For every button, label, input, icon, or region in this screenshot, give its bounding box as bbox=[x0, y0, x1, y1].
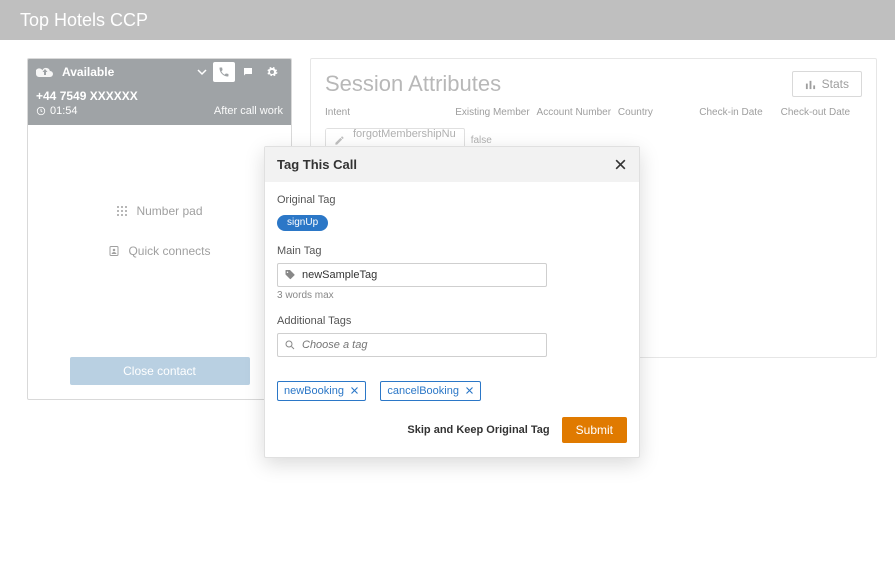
quick-connects-button[interactable]: Quick connects bbox=[38, 235, 281, 267]
close-contact-button[interactable]: Close contact bbox=[70, 357, 250, 385]
ccp-panel: Available +44 7549 XXXXXX bbox=[27, 58, 292, 400]
ccp-status-bar: Available bbox=[28, 59, 291, 85]
main-tag-section: Main Tag newSampleTag 3 words max bbox=[277, 245, 627, 301]
main-tag-label: Main Tag bbox=[277, 245, 627, 257]
attributes-header: Intent Existing Member Account Number Co… bbox=[325, 103, 862, 128]
app-title: Top Hotels CCP bbox=[20, 10, 148, 31]
col-checkout: Check-out Date bbox=[781, 107, 862, 118]
col-account-number: Account Number bbox=[537, 107, 618, 118]
tag-call-modal: Tag This Call Original Tag signUp Main T… bbox=[264, 146, 640, 458]
tag-chip[interactable]: cancelBooking bbox=[380, 381, 481, 401]
additional-tags-field[interactable] bbox=[302, 339, 540, 351]
col-existing-member: Existing Member bbox=[455, 107, 536, 118]
clock-icon bbox=[36, 106, 46, 116]
skip-button[interactable]: Skip and Keep Original Tag bbox=[407, 424, 549, 436]
session-title: Session Attributes bbox=[325, 71, 501, 97]
ccp-call-info: +44 7549 XXXXXX 01:54 After call work bbox=[28, 85, 291, 125]
call-state: After call work bbox=[214, 105, 283, 117]
chip-label: newBooking bbox=[284, 385, 344, 397]
tag-icon bbox=[284, 269, 296, 281]
main-tag-helper: 3 words max bbox=[277, 290, 627, 301]
stats-button[interactable]: Stats bbox=[792, 71, 862, 97]
caller-phone: +44 7549 XXXXXX bbox=[36, 89, 138, 103]
main-tag-value: newSampleTag bbox=[302, 269, 377, 281]
original-tag-section: Original Tag signUp bbox=[277, 194, 627, 231]
modal-footer: Skip and Keep Original Tag Submit bbox=[277, 417, 627, 443]
number-pad-label: Number pad bbox=[136, 204, 202, 218]
quick-connects-label: Quick connects bbox=[128, 244, 210, 258]
dialpad-icon bbox=[116, 205, 128, 217]
original-tag-pill: signUp bbox=[277, 215, 328, 231]
number-pad-button[interactable]: Number pad bbox=[38, 195, 281, 227]
col-country: Country bbox=[618, 107, 699, 118]
phone-icon[interactable] bbox=[213, 62, 235, 82]
gear-icon[interactable] bbox=[261, 62, 283, 82]
search-icon bbox=[284, 339, 296, 351]
tag-chip[interactable]: newBooking bbox=[277, 381, 366, 401]
chat-icon[interactable] bbox=[237, 62, 259, 82]
attributes-table: Intent Existing Member Account Number Co… bbox=[311, 103, 876, 152]
chip-remove-icon[interactable] bbox=[465, 386, 474, 395]
pencil-icon bbox=[334, 135, 345, 146]
close-icon[interactable] bbox=[614, 158, 627, 171]
status-chevron-icon[interactable] bbox=[197, 67, 207, 77]
stats-icon bbox=[805, 79, 816, 90]
chip-remove-icon[interactable] bbox=[350, 386, 359, 395]
main-tag-input[interactable]: newSampleTag bbox=[277, 263, 547, 287]
existing-member-cell: false bbox=[465, 135, 544, 146]
col-checkin: Check-in Date bbox=[699, 107, 780, 118]
call-timer: 01:54 bbox=[50, 105, 78, 117]
modal-body: Original Tag signUp Main Tag newSampleTa… bbox=[265, 182, 639, 457]
app-header: Top Hotels CCP bbox=[0, 0, 895, 40]
selected-tags-row: newBooking cancelBooking bbox=[277, 381, 627, 401]
chip-label: cancelBooking bbox=[387, 385, 459, 397]
contacts-icon bbox=[108, 245, 120, 257]
stats-label: Stats bbox=[822, 77, 849, 91]
original-tag-label: Original Tag bbox=[277, 194, 627, 206]
modal-title: Tag This Call bbox=[277, 157, 357, 172]
ccp-body: Number pad Quick connects Close contact bbox=[28, 125, 291, 399]
additional-tags-label: Additional Tags bbox=[277, 315, 627, 327]
cloud-icon bbox=[36, 65, 56, 79]
additional-tags-section: Additional Tags bbox=[277, 315, 627, 357]
modal-header: Tag This Call bbox=[265, 147, 639, 182]
close-contact-label: Close contact bbox=[123, 364, 196, 378]
additional-tags-input[interactable] bbox=[277, 333, 547, 357]
col-intent: Intent bbox=[325, 107, 455, 118]
submit-button[interactable]: Submit bbox=[562, 417, 627, 443]
status-label[interactable]: Available bbox=[62, 65, 114, 79]
